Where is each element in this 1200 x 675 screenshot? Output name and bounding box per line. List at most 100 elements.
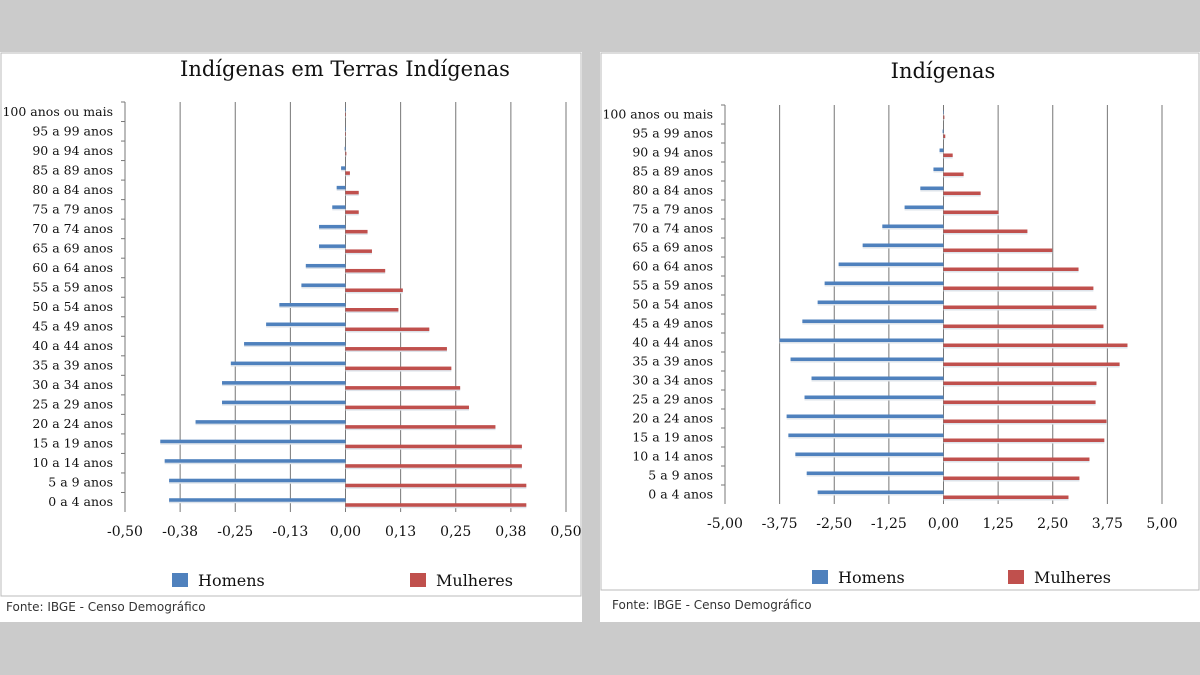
bar-mulheres <box>943 343 1128 347</box>
x-tick-label: 0,25 <box>440 524 471 540</box>
bar-homens <box>788 433 944 437</box>
y-tick-label: 30 a 34 anos <box>32 377 113 392</box>
bar-homens <box>164 459 346 463</box>
bar-homens <box>222 381 346 385</box>
legend-label-mulheres: Mulheres <box>436 571 513 590</box>
bar-mulheres <box>943 210 999 214</box>
bar-mulheres <box>943 153 953 157</box>
bar-homens <box>939 148 944 152</box>
bar-mulheres <box>943 248 1053 252</box>
x-tick-label: -0,25 <box>217 524 253 540</box>
bar-mulheres <box>345 425 496 429</box>
source-note: Fonte: IBGE - Censo Demográfico <box>6 600 206 614</box>
bar-mulheres <box>345 132 346 136</box>
y-tick-label: 55 a 59 anos <box>32 279 113 294</box>
pyramid-chart-terras-indigenas: Indígenas em Terras Indígenas -0,50 -0,38 -… <box>0 52 582 597</box>
bar-homens <box>795 452 944 456</box>
bar-mulheres <box>943 134 946 138</box>
bar-mulheres <box>943 457 1090 461</box>
bar-mulheres <box>345 112 346 117</box>
bar-homens <box>244 342 346 346</box>
y-tick-label: 95 a 99 anos <box>632 126 713 141</box>
bar-homens <box>195 420 346 424</box>
bar-mulheres <box>345 288 403 292</box>
bar-homens <box>882 224 944 228</box>
y-tick-label: 85 a 89 anos <box>632 164 713 179</box>
bar-homens <box>319 244 346 248</box>
bar-homens <box>169 498 346 502</box>
x-tick-label: -1,25 <box>871 516 907 532</box>
bar-mulheres <box>943 495 1069 499</box>
bar-mulheres <box>345 347 447 351</box>
x-tick-label: -3,75 <box>762 516 798 532</box>
legend-label-mulheres: Mulheres <box>1034 568 1111 587</box>
x-tick-label: -2,50 <box>816 516 852 532</box>
x-tick-label: -0,13 <box>272 524 308 540</box>
bar-homens <box>336 185 346 190</box>
bar-mulheres <box>943 419 1107 423</box>
bar-homens <box>904 205 944 209</box>
y-tick-label: 95 a 99 anos <box>32 123 113 138</box>
bar-homens <box>779 338 944 342</box>
y-tick-label: 0 a 4 anos <box>648 487 713 502</box>
y-tick-label: 60 a 64 anos <box>32 260 113 275</box>
bar-homens <box>942 129 944 133</box>
bar-mulheres <box>345 405 469 410</box>
bar-homens <box>920 186 944 190</box>
x-tick-label: 2,50 <box>1037 516 1068 532</box>
bar-homens <box>305 263 346 268</box>
y-tick-label: 60 a 64 anos <box>632 259 713 274</box>
bar-mulheres <box>345 190 359 195</box>
chart-panel-indigenas: Indígenas -5,00 -3,75 -2,50 -1,25 0,00 1,25 2,5… <box>600 52 1200 622</box>
y-tick-label: 80 a 84 anos <box>632 183 713 198</box>
y-tick-label: 90 a 94 anos <box>632 145 713 160</box>
chart-title: Indígenas em Terras Indígenas <box>180 57 510 81</box>
bar-homens <box>804 395 944 399</box>
bar-mulheres <box>345 308 399 312</box>
chart-border <box>0 52 582 597</box>
y-tick-label: 10 a 14 anos <box>632 449 713 464</box>
bar-homens <box>332 205 346 209</box>
bar-homens <box>933 167 944 171</box>
bar-mulheres <box>943 400 1096 404</box>
bar-mulheres <box>345 444 522 449</box>
y-tick-label: 0 a 4 anos <box>48 494 113 509</box>
bar-mulheres <box>943 286 1094 290</box>
legend-swatch-mulheres <box>1008 570 1024 584</box>
bar-homens <box>806 471 944 475</box>
bar-homens <box>169 478 346 483</box>
bar-homens <box>345 107 346 112</box>
bar-homens <box>345 127 346 131</box>
y-tick-label: 5 a 9 anos <box>648 468 713 483</box>
bar-mulheres <box>943 324 1104 328</box>
bar-mulheres <box>345 366 452 371</box>
bar-homens <box>279 303 346 307</box>
y-tick-label: 100 anos ou mais <box>602 107 713 122</box>
y-tick-label: 50 a 54 anos <box>632 297 713 312</box>
bar-mulheres <box>345 483 527 488</box>
y-tick-label: 25 a 29 anos <box>632 392 713 407</box>
x-tick-label: 0,13 <box>385 524 416 540</box>
bar-homens <box>344 146 346 151</box>
y-tick-label: 70 a 74 anos <box>632 221 713 236</box>
x-tick-label: 0,00 <box>928 516 959 532</box>
y-tick-label: 45 a 49 anos <box>632 316 713 331</box>
y-tick-label: 35 a 39 anos <box>632 354 713 369</box>
bar-homens <box>341 166 346 170</box>
y-tick-label: 90 a 94 anos <box>32 143 113 158</box>
y-tick-label: 15 a 19 anos <box>32 436 113 451</box>
bar-homens <box>786 414 944 418</box>
bar-mulheres <box>345 210 359 214</box>
x-tick-label: -0,50 <box>107 524 143 540</box>
y-tick-label: 80 a 84 anos <box>32 182 113 197</box>
bar-mulheres <box>345 268 386 273</box>
y-tick-label: 35 a 39 anos <box>32 358 113 373</box>
bar-mulheres <box>943 438 1105 442</box>
y-tick-label: 65 a 69 anos <box>632 240 713 255</box>
legend-swatch-homens <box>812 570 828 584</box>
bar-homens <box>222 400 346 405</box>
bar-mulheres <box>943 115 945 119</box>
bar-homens <box>802 319 944 323</box>
bar-mulheres <box>943 229 1028 233</box>
bar-mulheres <box>943 267 1079 271</box>
